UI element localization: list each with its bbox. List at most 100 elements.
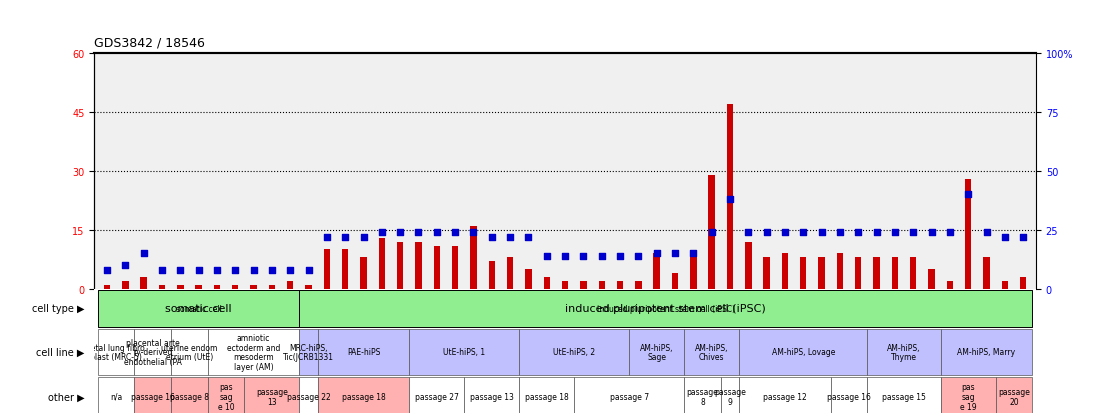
Bar [433,246,440,289]
Point [666,250,684,257]
Point [868,229,885,236]
Point [501,234,519,241]
Text: AM-hiPS,
Chives: AM-hiPS, Chives [695,343,728,361]
Bar [299,329,318,375]
Bar [996,377,1033,413]
Bar [965,179,972,289]
Bar [690,254,697,289]
Text: passage 12: passage 12 [763,392,807,401]
Text: amniotic
ectoderm and
mesoderm
layer (AM): amniotic ectoderm and mesoderm layer (AM… [227,333,280,371]
Bar [452,246,459,289]
Text: passage 7: passage 7 [609,392,649,401]
Bar [1020,278,1026,289]
Text: pas
sag
e 19: pas sag e 19 [960,382,976,411]
Text: MRC-hiPS,
Tic(JCRB1331: MRC-hiPS, Tic(JCRB1331 [283,343,334,361]
Point [245,267,263,273]
Bar [464,377,520,413]
Text: passage 15: passage 15 [882,392,926,401]
Point [281,267,299,273]
Bar [141,278,147,289]
Text: somatic cell: somatic cell [165,304,232,314]
Text: induced pluripotent stem cell (iPSC): induced pluripotent stem cell (iPSC) [597,304,735,313]
Point [721,196,739,203]
Bar [379,238,386,289]
Point [629,253,647,259]
Bar [671,273,678,289]
Bar [299,377,318,413]
Bar [489,262,495,289]
Point [813,229,831,236]
Point [886,229,904,236]
Point [776,229,793,236]
Text: passage 18: passage 18 [525,392,568,401]
Bar [520,377,574,413]
Text: passage 16: passage 16 [828,392,871,401]
Bar [941,329,1033,375]
Bar [684,377,721,413]
Bar [98,290,299,328]
Bar [855,258,861,289]
Text: PAE-hiPS: PAE-hiPS [347,348,380,356]
Point [648,250,666,257]
Bar [868,377,941,413]
Bar [214,285,220,289]
Point [318,234,336,241]
Point [373,229,391,236]
Text: passage 8: passage 8 [170,392,209,401]
Bar [837,254,843,289]
Text: n/a: n/a [110,392,122,401]
Point [996,234,1014,241]
Bar [562,281,568,289]
Bar [520,329,629,375]
Text: passage 18: passage 18 [341,392,386,401]
Point [850,229,868,236]
Bar [983,258,989,289]
Bar [819,258,824,289]
Text: UtE-hiPS, 2: UtE-hiPS, 2 [553,348,595,356]
Point [831,229,849,236]
Bar [98,329,134,375]
Point [612,253,629,259]
Bar [782,254,788,289]
Text: other ▶: other ▶ [48,392,84,401]
Bar [684,329,739,375]
Bar [318,377,409,413]
Point [904,229,922,236]
Bar [208,329,299,375]
Bar [208,377,245,413]
Bar [739,329,868,375]
Bar [763,258,770,289]
Bar [892,258,899,289]
Point [447,229,464,236]
Bar [739,377,831,413]
Text: passage 16: passage 16 [131,392,175,401]
Bar [269,285,275,289]
Bar [708,175,715,289]
Point [391,229,409,236]
Bar [158,285,165,289]
Text: passage 22: passage 22 [287,392,330,401]
Bar [525,270,532,289]
Point [977,229,995,236]
Bar [629,329,684,375]
Point [702,229,720,236]
Bar [416,242,422,289]
Bar [941,377,996,413]
Text: uterine endom
etrium (UtE): uterine endom etrium (UtE) [162,343,217,361]
Bar [544,278,550,289]
Point [153,267,171,273]
Point [537,253,555,259]
Bar [409,329,520,375]
Text: passage
13: passage 13 [256,387,288,406]
Text: passage 27: passage 27 [414,392,459,401]
Point [520,234,537,241]
Bar [409,377,464,413]
Point [593,253,611,259]
Point [263,267,280,273]
Bar [727,104,733,289]
Text: AM-hiPS,
Thyme: AM-hiPS, Thyme [888,343,921,361]
Text: cell line ▶: cell line ▶ [37,347,84,357]
Bar [929,270,935,289]
Point [685,250,702,257]
Bar [171,377,208,413]
